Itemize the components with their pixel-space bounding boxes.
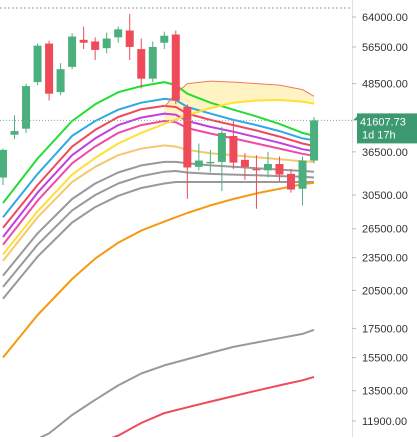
candle-body [194,160,203,167]
price-label-box [357,113,417,144]
candle-2[interactable] [22,83,31,133]
ma-line-11 [2,181,315,359]
candle-5[interactable] [56,63,65,96]
candle-body [310,120,319,161]
candle-11[interactable] [125,14,134,61]
candle-body [252,168,261,171]
y-tick-label: 48500.00 [362,79,408,91]
candle-7[interactable] [79,26,88,50]
candle-1[interactable] [10,115,19,140]
candle-body [183,106,192,168]
candle-17[interactable] [194,143,203,171]
candle-20[interactable] [229,121,238,169]
candle-body [0,149,7,178]
ma-line-4 [2,120,315,246]
y-tick-label: 36500.00 [362,147,408,159]
candle-body [160,35,169,43]
candle-27[interactable] [310,117,319,164]
candle-8[interactable] [91,37,100,61]
plot-area[interactable] [0,0,352,437]
candle-body [102,38,111,49]
candle-body [137,49,146,79]
candle-6[interactable] [68,33,77,70]
candle-24[interactable] [275,156,284,182]
ma-line-12 [39,328,315,437]
candle-body [45,43,54,94]
candle-16[interactable] [183,104,192,199]
candle-12[interactable] [137,38,146,89]
candle-23[interactable] [263,151,272,178]
candle-body [56,69,65,93]
candle-body [68,36,77,67]
candle-9[interactable] [102,32,111,54]
cloud-fill [164,81,314,124]
candle-body [171,34,180,101]
candle-body [229,135,238,163]
candle-21[interactable] [240,153,249,180]
ma-line-9 [2,170,315,288]
candle-body [22,86,31,129]
y-tick-label: 56500.00 [362,42,408,54]
price-label-value: 41607.73 [360,116,406,128]
y-tick-label: 13500.00 [362,386,408,398]
candle-14[interactable] [160,31,169,50]
y-tick-label: 15500.00 [362,353,408,365]
candle-body [263,164,272,171]
candle-0[interactable] [0,148,7,185]
candle-body [287,173,295,190]
price-label-timer: 1d 17h [362,129,396,141]
price-label-pointer [353,116,357,121]
candle-body [91,41,100,50]
candle-26[interactable] [298,156,307,206]
candle-body [275,164,284,175]
ma-line-3 [2,112,315,238]
candle-13[interactable] [148,41,157,83]
candle-body [206,161,215,164]
ma-line-10 [2,181,314,300]
candle-19[interactable] [217,126,226,192]
y-tick-label: 64000.00 [362,12,408,24]
candle-body [240,159,249,167]
candle-3[interactable] [33,43,42,86]
candle-15[interactable] [171,30,180,105]
candle-body [114,29,123,38]
y-tick-label: 20500.00 [362,285,408,297]
candle-body [125,30,134,47]
candle-18[interactable] [206,149,215,173]
price-axis[interactable]: 64000.00 56500.00 48500.00 36500.00 30500.00… [352,0,408,437]
y-tick-label: 30500.00 [362,190,408,202]
candle-body [217,132,226,162]
ma-line-13 [111,375,315,437]
ma-line-2 [2,104,315,229]
y-tick-label: 11900.00 [362,416,407,428]
candle-10[interactable] [114,26,123,43]
ma-line-5 [2,99,315,256]
candle-body [10,131,19,135]
y-tick-label: 23500.00 [362,253,408,265]
ma-line-6 [2,144,315,262]
candle-body [298,160,307,189]
candle-22[interactable] [252,155,261,209]
candle-body [33,45,42,83]
y-tick-label: 26500.00 [362,224,408,236]
candle-body [79,39,88,43]
candle-25[interactable] [287,168,295,193]
candle-4[interactable] [45,40,54,101]
candle-body [148,46,157,79]
y-tick-label: 17500.00 [362,323,408,335]
